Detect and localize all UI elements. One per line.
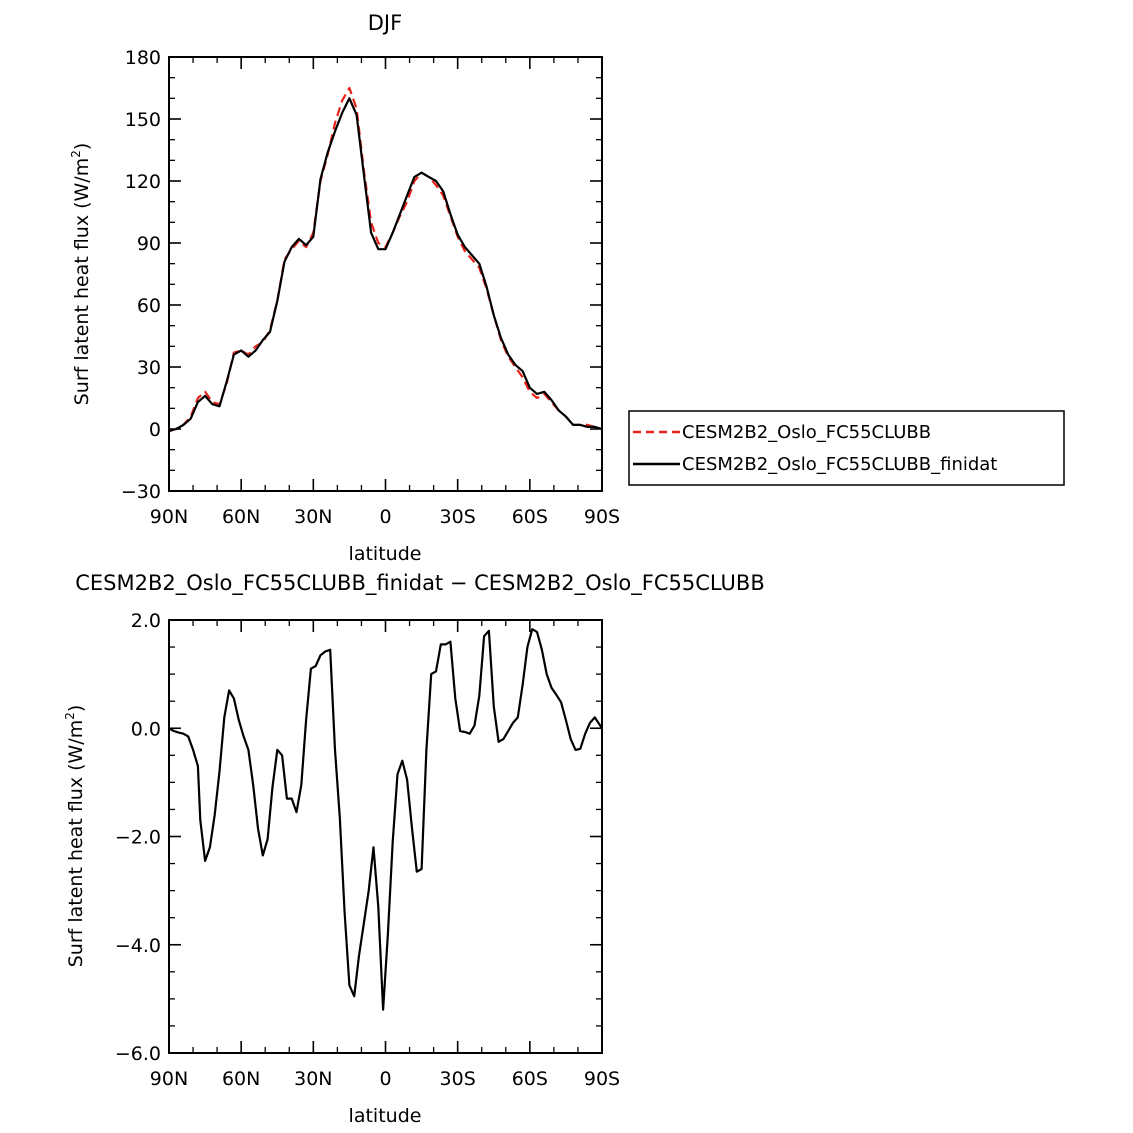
chart-top-y-tick-label: −30: [121, 481, 161, 503]
chart-top-plot-frame: [168, 56, 603, 492]
chart-top-x-tick-label: 0: [379, 506, 391, 528]
chart-bottom-plot-frame: [168, 619, 603, 1054]
chart-top-y-tick-label: 90: [137, 233, 161, 255]
chart-bottom: CESM2B2_Oslo_FC55CLUBB_finidat − CESM2B2…: [63, 571, 765, 1127]
chart-bottom-x-tick-label: 30N: [294, 1068, 332, 1090]
chart-top-y-tick-label: 0: [149, 419, 161, 441]
chart-top-series-line-2: [168, 97, 603, 433]
chart-top-legend: CESM2B2_Oslo_FC55CLUBB CESM2B2_Oslo_FC55…: [628, 410, 1065, 486]
chart-top-ticks: 90N 60N 30N 0 30S 60S 90S −30 0 30 60 90 120 150 180: [121, 47, 620, 528]
chart-bottom-y-tick-label: 2.0: [131, 610, 161, 632]
chart-bottom-title: CESM2B2_Oslo_FC55CLUBB_finidat − CESM2B2…: [75, 571, 765, 596]
chart-bottom-series-line-1: [168, 628, 603, 1011]
chart-top-x-tick-label: 90S: [584, 506, 620, 528]
chart-top-x-tick-label: 30N: [294, 506, 332, 528]
chart-top-x-tick-label: 60S: [512, 506, 548, 528]
legend-box: [628, 410, 1065, 486]
chart-bottom-y-tick-label: 0.0: [131, 718, 161, 740]
chart-top-x-axis-label: latitude: [349, 543, 422, 565]
chart-top-title: DJF: [368, 11, 402, 35]
chart-top-lines: [168, 86, 603, 433]
chart-top-y-tick-label: 180: [125, 47, 161, 69]
chart-bottom-x-tick-label: 60S: [512, 1068, 548, 1090]
chart-bottom-x-tick-label: 90N: [150, 1068, 188, 1090]
chart-bottom-y-tick-label: −2.0: [115, 827, 161, 849]
chart-bottom-x-axis-label: latitude: [349, 1105, 422, 1127]
chart-bottom-x-tick-label: 60N: [222, 1068, 260, 1090]
chart-top-y-tick-label: 150: [125, 109, 161, 131]
chart-top-x-tick-label: 60N: [222, 506, 260, 528]
chart-top-y-tick-label: 60: [137, 295, 161, 317]
chart-bottom-lines: [168, 628, 603, 1011]
chart-bottom-y-tick-label: −4.0: [115, 935, 161, 957]
chart-top-x-tick-label: 90N: [150, 506, 188, 528]
chart-bottom-ticks: 90N 60N 30N 0 30S 60S 90S −6.0 −4.0 −2.0 0.0 2.0: [115, 610, 620, 1090]
chart-top-y-tick-label: 120: [125, 171, 161, 193]
chart-top: DJF 90N 60N 30N 0 30S 60S 90S −30 0 30 60 90 120 150 1…: [69, 11, 620, 565]
chart-top-series-line-1: [168, 86, 603, 433]
chart-bottom-x-tick-label: 90S: [584, 1068, 620, 1090]
chart-top-y-axis-label: Surf latent heat flux (W/m2): [69, 143, 93, 406]
chart-top-x-tick-label: 30S: [440, 506, 476, 528]
legend-label-series-1: CESM2B2_Oslo_FC55CLUBB: [682, 422, 931, 443]
chart-top-y-tick-label: 30: [137, 357, 161, 379]
chart-bottom-y-tick-label: −6.0: [115, 1043, 161, 1065]
chart-bottom-y-axis-label: Surf latent heat flux (W/m2): [63, 705, 87, 968]
chart-bottom-x-tick-label: 30S: [440, 1068, 476, 1090]
legend-label-series-2: CESM2B2_Oslo_FC55CLUBB_finidat: [682, 454, 997, 475]
chart-bottom-x-tick-label: 0: [379, 1068, 391, 1090]
